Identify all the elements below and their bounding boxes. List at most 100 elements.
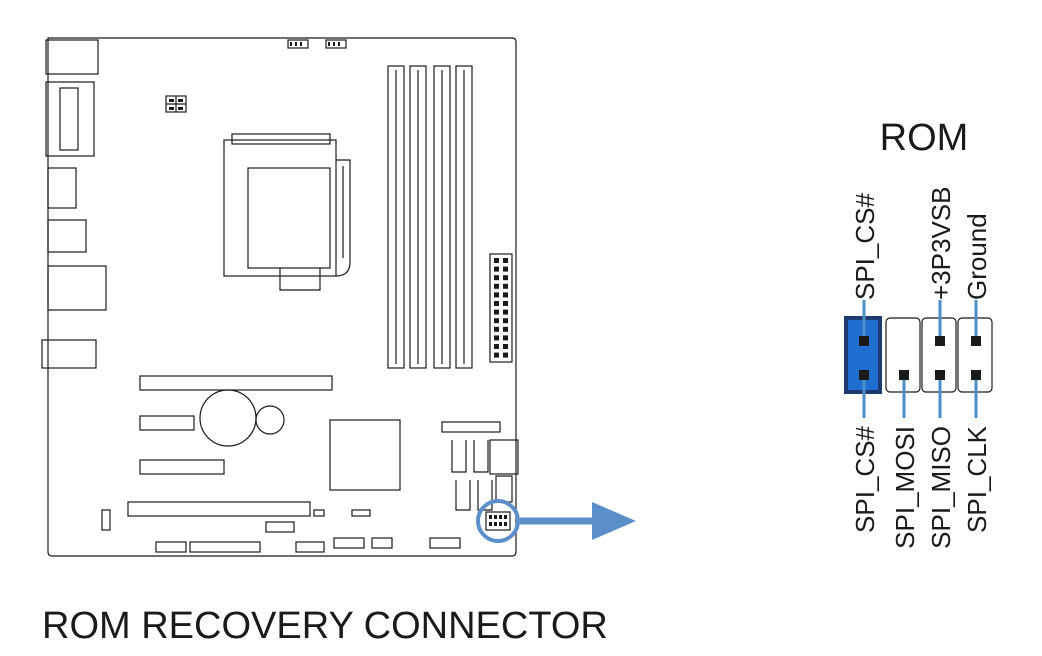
- sata-port: [451, 440, 467, 473]
- usb-header: [441, 421, 501, 433]
- pcie-x16-slot: [139, 375, 333, 391]
- pin: [859, 336, 869, 346]
- board-outline: [47, 37, 517, 557]
- rom-board-pin: [494, 515, 497, 519]
- io-port-block: [47, 167, 77, 209]
- caption: ROM RECOVERY CONNECTOR: [42, 605, 608, 647]
- header-block: [429, 537, 461, 549]
- header-block: [371, 537, 393, 549]
- atx-pin: [503, 266, 508, 272]
- io-port-block: [45, 39, 99, 75]
- atx-pin: [494, 318, 499, 324]
- cpu-socket: [223, 139, 337, 277]
- buzzer: [255, 405, 285, 435]
- io-port-block: [47, 219, 87, 253]
- bottom-pin-label: SPI_CLK: [962, 425, 992, 533]
- fan-header: [325, 39, 347, 49]
- header-block: [351, 509, 371, 517]
- bottom-pin-label: SPI_CS#: [850, 425, 880, 532]
- pin: [971, 370, 981, 380]
- dimm-slot: [433, 65, 451, 369]
- atx-pin: [494, 335, 499, 341]
- pcie-x1-slot: [139, 415, 195, 431]
- bottom-pin-label: SPI_MOSI: [890, 426, 920, 549]
- rom-board-pin: [504, 522, 507, 526]
- atx-pin-grid: [494, 258, 508, 358]
- fan-header: [287, 39, 309, 49]
- io-port-block: [41, 339, 97, 369]
- top-pin-label: SPI_CS#: [850, 193, 880, 300]
- pin: [899, 370, 909, 380]
- cpu-socket-clip: [231, 133, 331, 145]
- rom-title: ROM: [880, 117, 969, 159]
- top-pin-label: +3P3VSB: [926, 187, 956, 300]
- header-block: [189, 541, 261, 553]
- pin: [859, 370, 869, 380]
- atx-pin: [494, 283, 499, 289]
- rom-board-pin: [499, 515, 502, 519]
- pcie-x1-slot: [139, 459, 225, 475]
- bottom-pin-label: SPI_MISO: [926, 426, 956, 549]
- pin: [935, 336, 945, 346]
- rom-board-pin: [489, 515, 492, 519]
- atx-pin: [503, 275, 508, 281]
- atx-pin: [503, 258, 508, 263]
- cpu-lever: [335, 159, 351, 277]
- header-block: [101, 509, 111, 531]
- rom-board-pin: [499, 522, 502, 526]
- atx-pin: [503, 301, 508, 306]
- sata-port: [455, 480, 471, 511]
- atx-pin: [503, 326, 508, 332]
- cpu-socket-center: [247, 167, 331, 269]
- sata-port: [473, 440, 489, 473]
- atx-pin: [503, 335, 508, 341]
- rom-board-pins: [489, 515, 507, 526]
- rom-pinout: ROM SPI_CS# +3P3VSB Ground: [844, 117, 993, 549]
- pin: [971, 336, 981, 346]
- rom-recovery-header-board: [485, 511, 511, 531]
- right-arrow-icon: [592, 502, 636, 540]
- io-port-inner: [59, 87, 79, 151]
- atx-pin: [503, 309, 508, 315]
- cpu-socket-tab: [279, 268, 321, 291]
- header-block: [265, 521, 295, 533]
- atx-pin: [494, 258, 499, 263]
- atx-pin: [494, 292, 499, 298]
- io-port-block: [45, 81, 95, 157]
- sata-block: [489, 439, 519, 475]
- atx-pin: [494, 275, 499, 281]
- atx-pin: [494, 352, 499, 358]
- cmos-battery: [199, 389, 257, 447]
- dimm-slot: [409, 65, 427, 369]
- atx-24pin-connector: [489, 253, 513, 363]
- header-block: [295, 541, 325, 553]
- top-pin-label: Ground: [962, 213, 992, 300]
- header-block: [495, 475, 513, 503]
- pin: [935, 370, 945, 380]
- dimm-slot: [455, 65, 473, 369]
- atx-pin: [494, 301, 499, 306]
- atx-pin: [503, 352, 508, 358]
- rom-board-pin: [504, 515, 507, 519]
- chipset: [329, 419, 401, 491]
- atx-pin: [503, 344, 508, 349]
- pci-slot: [127, 501, 311, 517]
- atx-pin: [503, 283, 508, 289]
- io-port-block: [47, 265, 107, 311]
- atx-pin: [503, 292, 508, 298]
- header-block: [313, 509, 325, 517]
- atx-pin: [494, 309, 499, 315]
- sata-port: [477, 480, 493, 511]
- pin-dots: [169, 42, 340, 110]
- atx-pin: [503, 318, 508, 324]
- atx-pin: [494, 266, 499, 272]
- atx-pin: [494, 344, 499, 349]
- header-block: [155, 541, 187, 553]
- dimm-slot: [387, 65, 405, 369]
- circle-highlight-icon: [476, 499, 520, 543]
- atx-pin: [494, 326, 499, 332]
- rom-board-pin: [489, 522, 492, 526]
- rom-board-pin: [494, 522, 497, 526]
- header-block: [333, 537, 365, 549]
